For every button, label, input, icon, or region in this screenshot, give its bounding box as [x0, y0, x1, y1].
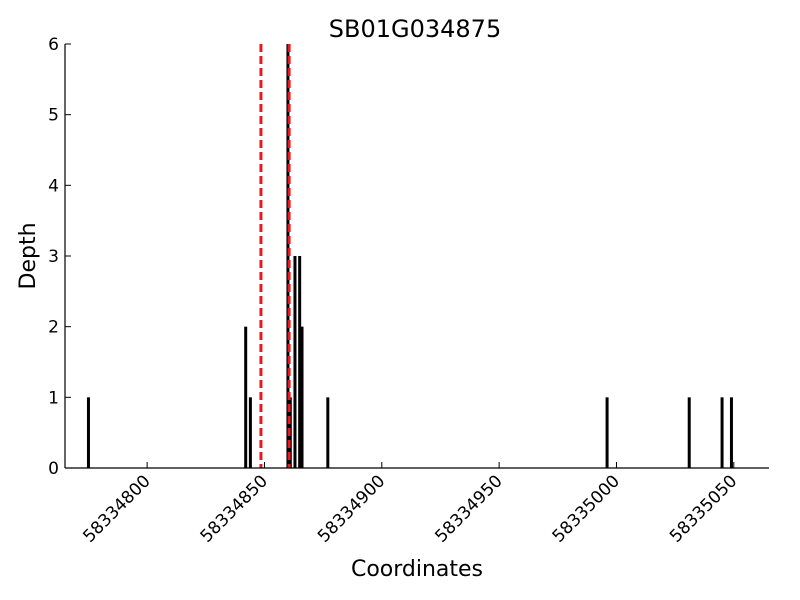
- bar-0: [86, 397, 90, 468]
- x-tick-label-4: 58335000: [549, 471, 624, 546]
- x-tick-label-0: 58334800: [79, 471, 154, 546]
- x-tick-label-1: 58334850: [197, 471, 272, 546]
- y-tick-label-0: 0: [48, 459, 59, 479]
- bar-10: [687, 397, 691, 468]
- bar-7: [300, 326, 304, 468]
- bar-1: [244, 326, 248, 468]
- y-tick-label-1: 1: [48, 388, 59, 408]
- y-tick-label-2: 2: [48, 318, 59, 338]
- x-tick-label-5: 58335050: [666, 471, 741, 546]
- bar-8: [326, 397, 330, 468]
- y-axis: 0 1 2 3 4 5 6: [48, 35, 71, 479]
- y-axis-label: Depth: [16, 222, 41, 289]
- x-tick-label-2: 58334900: [314, 471, 389, 546]
- x-tick-label-3: 58334950: [431, 471, 506, 546]
- y-tick-label-3: 3: [48, 247, 59, 267]
- bar-12: [729, 397, 733, 468]
- y-tick-label-5: 5: [48, 106, 59, 126]
- chart-title: SB01G034875: [329, 15, 501, 43]
- bar-11: [720, 397, 724, 468]
- bar-9: [605, 397, 609, 468]
- x-axis-label: Coordinates: [351, 557, 483, 582]
- y-tick-label-4: 4: [48, 176, 59, 196]
- bar-6: [298, 256, 302, 468]
- x-axis: 58334800 58334850 58334900 58334950 58335000…: [65, 462, 769, 547]
- plot-area: [86, 44, 733, 468]
- y-tick-label-6: 6: [48, 35, 59, 55]
- bar-2: [248, 397, 252, 468]
- bar-5: [293, 256, 297, 468]
